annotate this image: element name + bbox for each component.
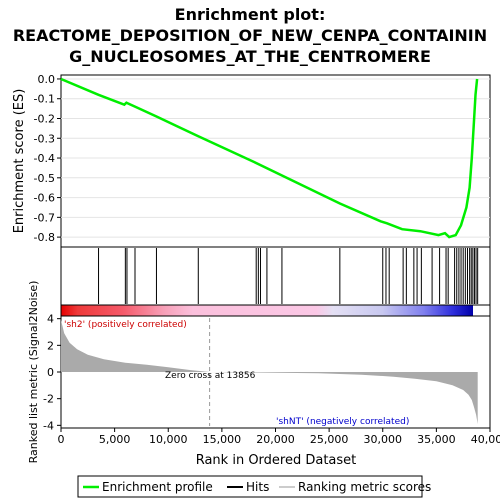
legend-label-hits: Hits bbox=[246, 480, 269, 494]
metric-y-ticks: 4 2 0 -2 -4 bbox=[43, 313, 61, 432]
es-y-ticks: 0.0 -0.1 -0.2 -0.3 -0.4 -0.5 -0.6 -0.7 -0.8 bbox=[34, 73, 61, 244]
x-axis-label: Rank in Ordered Dataset bbox=[196, 453, 357, 468]
negative-correlation-label: 'shNT' (negatively correlated) bbox=[276, 417, 409, 427]
ranking-color-bar bbox=[61, 305, 473, 316]
metric-y-tick-label: 4 bbox=[47, 313, 54, 326]
metric-y-axis-label: Ranked list metric (Signal2Noise) bbox=[27, 281, 40, 464]
es-y-tick-label: -0.6 bbox=[34, 192, 55, 205]
metric-x-ticks: 0 5,000 10,000 15,000 20,000 25,000 30,000 35,0… bbox=[58, 428, 500, 446]
x-tick-label: 35,000 bbox=[417, 433, 456, 446]
x-tick-label: 25,000 bbox=[310, 433, 349, 446]
es-y-tick-label: 0.0 bbox=[38, 73, 56, 86]
legend-box bbox=[77, 475, 423, 498]
metric-y-tick-label: -4 bbox=[43, 419, 54, 432]
es-panel-frame bbox=[60, 74, 491, 248]
positive-correlation-label: 'sh2' (positively correlated) bbox=[64, 320, 187, 330]
legend-label-ranking-metric: Ranking metric scores bbox=[298, 480, 431, 494]
title-line-3: G_NUCLEOSOMES_AT_THE_CENTROMERE bbox=[69, 47, 431, 66]
x-tick-label: 10,000 bbox=[149, 433, 188, 446]
x-tick-label: 20,000 bbox=[256, 433, 295, 446]
enrichment-profile-line bbox=[60, 77, 479, 239]
legend-item-hits: Hits bbox=[227, 480, 269, 494]
x-tick-label: 15,000 bbox=[203, 433, 242, 446]
metric-y-tick-label: 2 bbox=[47, 339, 54, 352]
zero-cross-label: Zero cross at 13856 bbox=[165, 371, 256, 381]
legend-item-enrichment-profile: Enrichment profile bbox=[83, 480, 213, 494]
legend-item-ranking-metric: Ranking metric scores bbox=[279, 480, 431, 494]
hits-marks bbox=[98, 248, 479, 304]
es-y-axis-label: Enrichment score (ES) bbox=[12, 89, 27, 234]
es-y-tick-label: -0.5 bbox=[34, 172, 55, 185]
title-line-2: REACTOME_DEPOSITION_OF_NEW_CENPA_CONTAIN… bbox=[13, 26, 487, 45]
x-tick-label: 40,000 bbox=[471, 433, 500, 446]
es-y-tick-label: -0.3 bbox=[34, 132, 55, 145]
es-gridlines bbox=[61, 78, 490, 238]
x-tick-label: 30,000 bbox=[364, 433, 403, 446]
hits-panel-frame bbox=[60, 246, 491, 306]
legend-label-enrichment-profile: Enrichment profile bbox=[102, 480, 213, 494]
es-y-tick-label: -0.1 bbox=[34, 93, 55, 106]
metric-y-tick-label: 0 bbox=[47, 366, 54, 379]
es-y-tick-label: -0.7 bbox=[34, 211, 55, 224]
ranking-metric-area bbox=[61, 320, 478, 424]
metric-y-tick-label: -2 bbox=[43, 393, 54, 406]
es-y-tick-label: -0.4 bbox=[34, 152, 55, 165]
x-tick-label: 0 bbox=[58, 433, 65, 446]
es-y-tick-label: -0.8 bbox=[34, 231, 55, 244]
x-tick-label: 5,000 bbox=[99, 433, 131, 446]
es-y-tick-label: -0.2 bbox=[34, 112, 55, 125]
title-line-1: Enrichment plot: bbox=[175, 5, 326, 24]
